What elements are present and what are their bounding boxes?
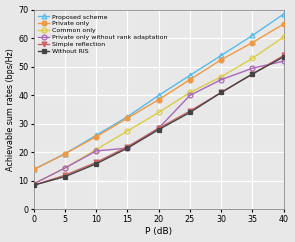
Proposed scheme	[32, 168, 35, 171]
Private only without rank adaptation	[219, 78, 223, 81]
Proposed scheme	[219, 54, 223, 57]
Y-axis label: Achievable sum rates (bps/Hz): Achievable sum rates (bps/Hz)	[6, 48, 15, 171]
Simple reflection	[126, 145, 129, 148]
Private only without rank adaptation	[157, 127, 160, 129]
Private only	[282, 23, 286, 25]
Without RIS	[63, 175, 67, 178]
Simple reflection	[32, 184, 35, 187]
Proposed scheme	[188, 74, 192, 77]
Common only	[219, 75, 223, 78]
Line: Without RIS: Without RIS	[31, 54, 286, 188]
Simple reflection	[251, 72, 254, 75]
Private only without rank adaptation	[63, 166, 67, 169]
Private only without rank adaptation	[32, 182, 35, 185]
Simple reflection	[188, 110, 192, 113]
Without RIS	[157, 128, 160, 131]
Private only	[188, 78, 192, 81]
Private only without rank adaptation	[126, 147, 129, 150]
Private only without rank adaptation	[282, 60, 286, 62]
Without RIS	[32, 184, 35, 187]
Line: Private only: Private only	[31, 22, 286, 172]
Without RIS	[282, 55, 286, 58]
Private only	[251, 41, 254, 44]
Without RIS	[188, 111, 192, 114]
X-axis label: P (dB): P (dB)	[145, 227, 172, 236]
Without RIS	[126, 147, 129, 150]
Private only	[219, 58, 223, 61]
Private only	[126, 117, 129, 120]
Common only	[94, 148, 98, 151]
Private only	[157, 98, 160, 101]
Common only	[282, 35, 286, 38]
Common only	[32, 182, 35, 185]
Private only	[63, 152, 67, 155]
Private only without rank adaptation	[188, 94, 192, 97]
Without RIS	[251, 72, 254, 75]
Common only	[63, 166, 67, 169]
Line: Private only without rank adaptation: Private only without rank adaptation	[31, 59, 286, 186]
Line: Simple reflection: Simple reflection	[31, 53, 286, 188]
Simple reflection	[63, 174, 67, 177]
Line: Proposed scheme: Proposed scheme	[31, 12, 286, 172]
Common only	[188, 91, 192, 94]
Without RIS	[219, 91, 223, 94]
Simple reflection	[282, 54, 286, 57]
Proposed scheme	[251, 34, 254, 37]
Common only	[157, 111, 160, 114]
Simple reflection	[94, 161, 98, 164]
Proposed scheme	[63, 152, 67, 155]
Common only	[126, 129, 129, 132]
Simple reflection	[157, 127, 160, 129]
Without RIS	[94, 162, 98, 165]
Private only without rank adaptation	[251, 67, 254, 70]
Legend: Proposed scheme, Private only, Common only, Private only without rank adaptation: Proposed scheme, Private only, Common on…	[37, 13, 168, 55]
Proposed scheme	[94, 134, 98, 137]
Common only	[251, 57, 254, 60]
Proposed scheme	[157, 94, 160, 97]
Simple reflection	[219, 91, 223, 94]
Line: Common only: Common only	[31, 34, 286, 186]
Proposed scheme	[126, 115, 129, 118]
Private only	[94, 135, 98, 138]
Proposed scheme	[282, 13, 286, 15]
Private only without rank adaptation	[94, 150, 98, 152]
Private only	[32, 168, 35, 171]
